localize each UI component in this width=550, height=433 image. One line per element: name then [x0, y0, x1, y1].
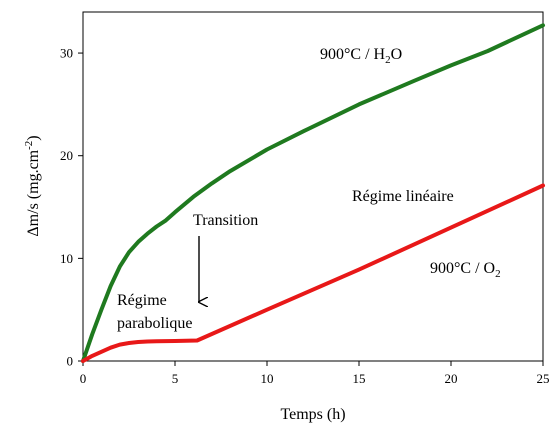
y-tick-label: 10: [60, 251, 73, 266]
series-line-o2: [81, 183, 545, 363]
annotation-h2o: 900°C / H2O: [320, 46, 402, 66]
y-tick-label: 0: [67, 354, 74, 369]
y-tick-label: 20: [60, 148, 73, 163]
annotation-o2: 900°C / O2: [430, 260, 501, 280]
x-tick-label: 0: [80, 371, 87, 386]
x-axis-title: Temps (h): [280, 406, 345, 423]
annotation-o2-sub: 2: [495, 268, 501, 280]
series-line-h2o: [81, 23, 545, 363]
x-tick-label: 15: [353, 371, 366, 386]
annotation-regime-parabolique-2: parabolique: [117, 315, 193, 332]
y-axis-title-main: Δm/s (mg.cm: [25, 149, 42, 236]
y-tick-label: 30: [60, 46, 73, 61]
annotation-o2-main: 900°C / O: [430, 260, 495, 277]
annotation-regime-lineaire: Régime linéaire: [352, 188, 454, 205]
y-axis-title-sup: -2: [23, 141, 35, 150]
annotation-regime-parabolique-1: Régime: [117, 292, 167, 309]
x-tick-label: 20: [445, 371, 458, 386]
x-tick-label: 25: [537, 371, 550, 386]
annotation-h2o-main: 900°C / H: [320, 46, 386, 63]
y-axis-title: Δm/s (mg.cm-2): [23, 135, 42, 236]
y-axis-title-end: ): [25, 135, 42, 140]
y-axis-ticks: 0 10 20 30: [60, 46, 83, 369]
annotation-h2o-end: O: [391, 46, 403, 63]
x-tick-label: 10: [261, 371, 274, 386]
x-axis-ticks: 0 5 10 15 20 25: [80, 361, 550, 386]
series-layer: [81, 23, 545, 363]
x-tick-label: 5: [172, 371, 179, 386]
annotation-h2o-sub: 2: [385, 54, 391, 66]
annotation-transition: Transition: [193, 212, 258, 229]
